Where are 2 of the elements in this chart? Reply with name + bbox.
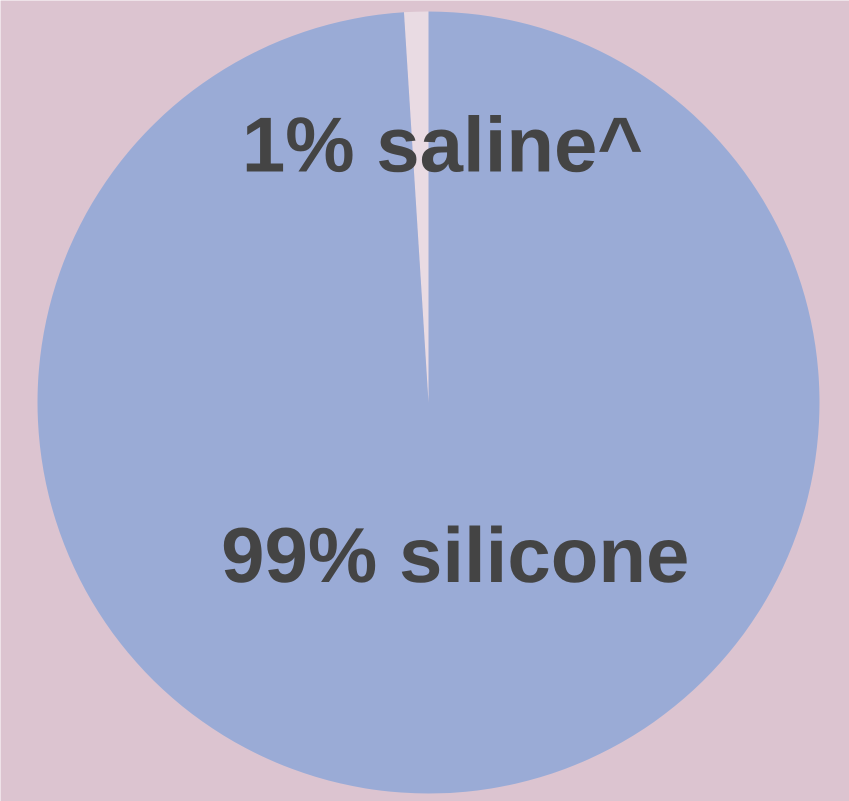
slice-label: 99% silicone bbox=[221, 510, 690, 599]
slice-label: 1% saline^ bbox=[242, 100, 643, 189]
